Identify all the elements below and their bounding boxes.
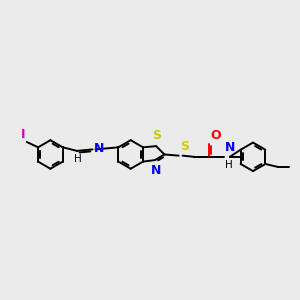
Text: N: N bbox=[151, 164, 161, 177]
Text: H: H bbox=[74, 154, 82, 164]
Text: O: O bbox=[210, 129, 221, 142]
Text: I: I bbox=[21, 128, 25, 141]
Text: S: S bbox=[180, 140, 189, 153]
Text: N: N bbox=[94, 142, 104, 155]
Text: N: N bbox=[225, 141, 235, 154]
Text: S: S bbox=[152, 129, 161, 142]
Text: H: H bbox=[225, 160, 232, 170]
